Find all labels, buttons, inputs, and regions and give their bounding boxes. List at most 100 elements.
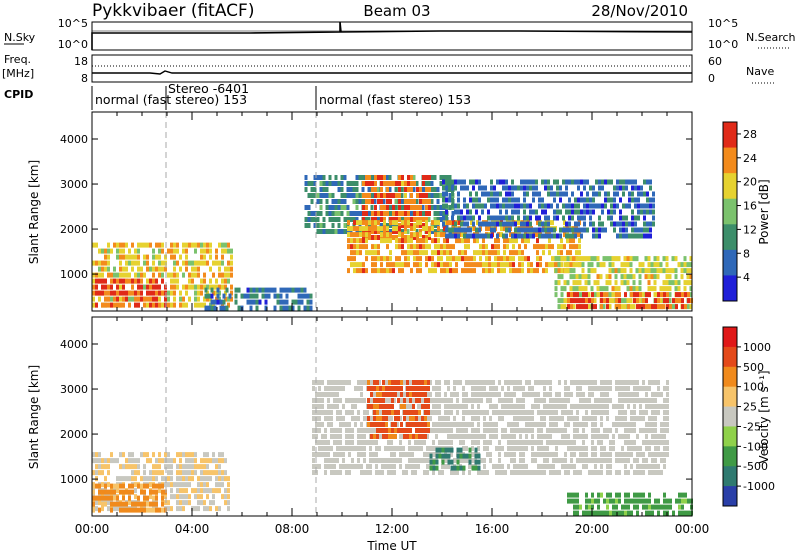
- heatmap-cell: [504, 380, 507, 385]
- heatmap-cell: [365, 244, 368, 250]
- heatmap-cell: [92, 470, 95, 476]
- heatmap-cell: [116, 501, 119, 507]
- heatmap-cell: [536, 256, 539, 262]
- heatmap-cell: [155, 464, 158, 470]
- heatmap-cell: [492, 428, 495, 433]
- heatmap-cell: [119, 266, 122, 272]
- heatmap-cell: [353, 268, 356, 274]
- heatmap-cell: [613, 209, 616, 215]
- heatmap-cell: [356, 244, 359, 250]
- heatmap-cell: [470, 220, 473, 226]
- heatmap-cell: [131, 284, 134, 290]
- heatmap-cell: [392, 268, 395, 274]
- heatmap-cell: [408, 464, 411, 469]
- heatmap-cell: [459, 447, 463, 453]
- heatmap-cell: [209, 242, 212, 248]
- heatmap-cell: [194, 452, 197, 458]
- heatmap-cell: [352, 211, 356, 216]
- heatmap-cell: [399, 416, 402, 421]
- heatmap-cell: [383, 256, 386, 262]
- heatmap-cell: [476, 238, 479, 244]
- heatmap-cell: [435, 465, 439, 471]
- heatmap-cell: [410, 244, 413, 250]
- heatmap-cell: [107, 266, 110, 272]
- heatmap-cell: [457, 233, 460, 239]
- heatmap-cell: [383, 193, 386, 198]
- heatmap-cell: [425, 235, 428, 240]
- heatmap-cell: [173, 260, 176, 266]
- heatmap-cell: [656, 256, 660, 262]
- heatmap-cell: [606, 452, 609, 457]
- heatmap-cell: [586, 203, 589, 209]
- heatmap-cell: [324, 386, 327, 391]
- heatmap-cell: [158, 284, 161, 290]
- heatmap-cell: [140, 476, 143, 482]
- heatmap-cell: [152, 284, 155, 290]
- heatmap-cell: [484, 191, 487, 197]
- heatmap-cell: [419, 211, 422, 216]
- heatmap-cell: [492, 422, 495, 427]
- heatmap-cell: [377, 199, 380, 204]
- heatmap-cell: [227, 248, 230, 254]
- heatmap-cell: [477, 398, 480, 403]
- heatmap-cell: [167, 302, 170, 308]
- heatmap-cell: [631, 191, 634, 197]
- heatmap-cell: [522, 404, 525, 409]
- heatmap-cell: [487, 191, 490, 197]
- heatmap-cell: [218, 266, 221, 272]
- heatmap-cell: [640, 191, 643, 197]
- heatmap-cell: [339, 386, 342, 391]
- heatmap-cell: [468, 398, 471, 403]
- heatmap-cell: [553, 191, 556, 197]
- heatmap-cell: [419, 205, 422, 210]
- heatmap-cell: [418, 428, 421, 433]
- heatmap-cell: [394, 434, 397, 439]
- heatmap-cell: [557, 244, 560, 250]
- heatmap-cell: [146, 452, 149, 458]
- heatmap-cell: [304, 205, 308, 210]
- heatmap-cell: [619, 197, 622, 203]
- heatmap-cell: [383, 235, 386, 240]
- heatmap-cell: [540, 428, 543, 433]
- heatmap-cell: [416, 217, 419, 222]
- heatmap-cell: [368, 235, 371, 240]
- heatmap-cell: [137, 458, 140, 464]
- heatmap-cell: [437, 244, 440, 250]
- heatmap-cell: [408, 440, 411, 445]
- heatmap-cell: [380, 235, 383, 240]
- heatmap-cell: [531, 422, 534, 427]
- heatmap-cell: [426, 392, 429, 397]
- heatmap-cell: [646, 221, 649, 227]
- heatmap-cell: [152, 266, 155, 272]
- heatmap-cell: [531, 410, 534, 415]
- heatmap-cell: [482, 262, 485, 268]
- heatmap-cell: [508, 221, 511, 227]
- heatmap-cell: [330, 428, 333, 433]
- heatmap-cell: [620, 268, 624, 274]
- heatmap-cell: [155, 507, 158, 513]
- heatmap-cell: [469, 227, 472, 233]
- heatmap-cell: [495, 410, 498, 415]
- heatmap-cell: [98, 483, 101, 489]
- heatmap-cell: [436, 193, 440, 198]
- colorbar-segment: [723, 224, 737, 251]
- heatmap-cell: [396, 422, 399, 427]
- heatmap-cell: [570, 392, 573, 397]
- heatmap-cell: [343, 217, 347, 222]
- heatmap-cell: [490, 221, 493, 227]
- heatmap-cell: [600, 510, 603, 516]
- heatmap-cell: [576, 470, 579, 475]
- heatmap-cell: [674, 274, 678, 280]
- heatmap-cell: [161, 501, 164, 507]
- heatmap-cell: [653, 280, 657, 286]
- heatmap-cell: [197, 500, 200, 506]
- heatmap-cell: [547, 191, 550, 197]
- heatmap-cell: [437, 238, 440, 244]
- heatmap-cell: [267, 287, 271, 293]
- heatmap-cell: [496, 203, 499, 209]
- heatmap-cell: [561, 434, 564, 439]
- heatmap-cell: [483, 422, 486, 427]
- heatmap-cell: [541, 203, 544, 209]
- heatmap-cell: [203, 464, 206, 470]
- heatmap-cell: [504, 404, 507, 409]
